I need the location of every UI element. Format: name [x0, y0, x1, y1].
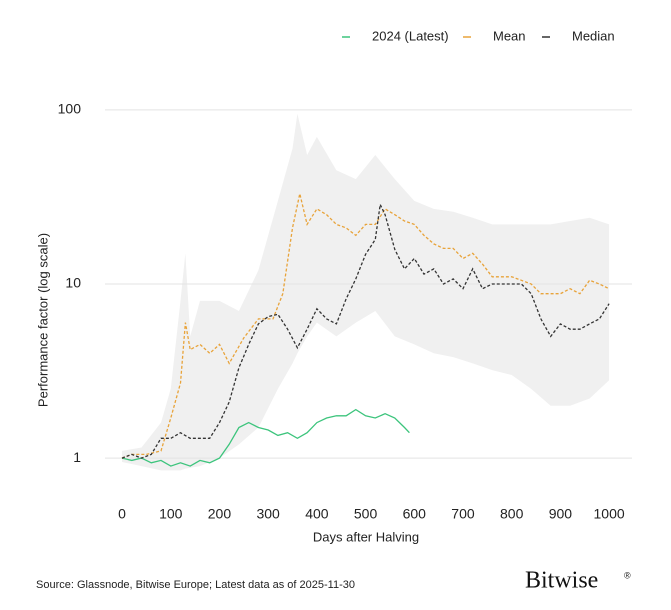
x-tick-label: 400: [305, 506, 329, 522]
x-tick-label: 900: [549, 506, 573, 522]
y-axis-label: Performance factor (log scale): [35, 233, 50, 407]
x-tick-label: 700: [451, 506, 475, 522]
x-tick-label: 100: [159, 506, 183, 522]
x-tick-label: 200: [208, 506, 232, 522]
legend-label: Mean: [493, 28, 526, 43]
y-tick-label: 1: [73, 449, 81, 465]
legend-label: 2024 (Latest): [372, 28, 449, 43]
x-tick-label: 800: [500, 506, 524, 522]
logo-mark: ®: [624, 570, 631, 580]
y-tick-label: 10: [65, 275, 81, 291]
x-tick-label: 500: [354, 506, 378, 522]
x-tick-label: 600: [403, 506, 427, 522]
range-band: [122, 113, 610, 471]
series-line: [121, 202, 610, 459]
series-line: [121, 193, 610, 459]
x-tick-label: 1000: [594, 506, 625, 522]
x-tick-label: 0: [118, 506, 126, 522]
source-note: Source: Glassnode, Bitwise Europe; Lates…: [36, 579, 355, 591]
series-line: [121, 408, 410, 467]
x-tick-label: 300: [256, 506, 280, 522]
legend-label: Median: [572, 28, 615, 43]
x-axis-label: Days after Halving: [313, 529, 419, 544]
y-tick-label: 100: [58, 101, 82, 117]
logo: Bitwise: [525, 568, 598, 594]
